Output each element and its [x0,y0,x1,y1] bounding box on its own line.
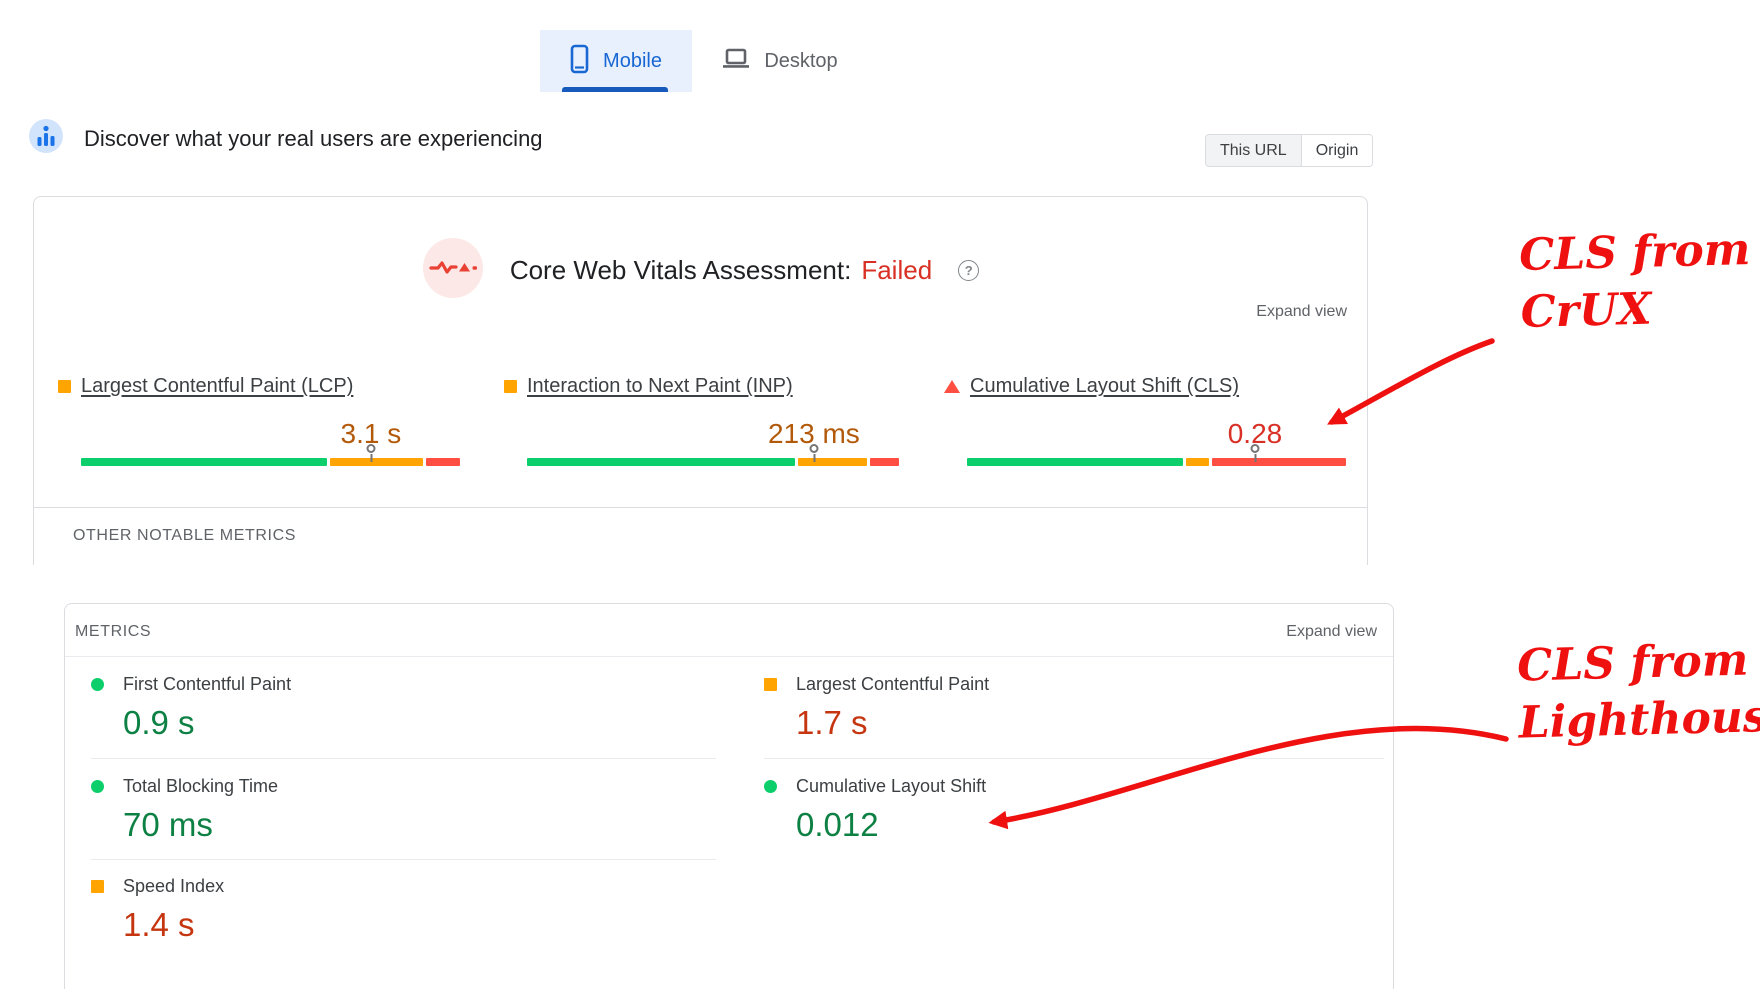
lab-left-divider-1 [91,758,716,759]
lab-row-tbt: Total Blocking Time 70 ms [91,776,278,844]
inp-link[interactable]: Interaction to Next Paint (INP) [527,375,793,397]
lcp-bullet [58,380,71,393]
inp-bar-good [527,458,795,466]
cls-marker-pin [1250,444,1260,462]
annotation-lighthouse-line1: CLS from [1516,634,1749,692]
lab-cls-value: 0.012 [796,806,879,843]
real-users-icon [28,118,64,159]
annotation-crux-line2: CrUX [1520,283,1653,339]
mobile-phone-icon [570,44,589,79]
cwv-metric-inp: Interaction to Next Paint (INP) 213 ms [504,375,904,466]
inp-bullet [504,380,517,393]
cls-bar-average [1185,458,1209,466]
cwv-assessment-status: Failed [861,255,933,285]
lab-cls-bullet [764,780,777,793]
annotation-cls-from-lighthouse: CLS from Lighthouse [1517,630,1760,751]
inp-value: 213 ms [767,418,860,449]
lab-row-lcp: Largest Contentful Paint 1.7 s [764,674,989,742]
lcp-distribution-bar: 3.1 s [81,418,466,466]
lcp-bar-average [330,458,423,466]
lab-lcp-label: Largest Contentful Paint [796,674,990,694]
cwv-metric-cls: Cumulative Layout Shift (CLS) 0.28 [944,375,1352,466]
expand-view-lab[interactable]: Expand view [1286,623,1377,640]
lab-lcp-value: 1.7 s [796,704,868,741]
inp-bar-poor [870,458,899,466]
discover-title: Discover what your real users are experi… [84,125,543,151]
lab-row-fcp: First Contentful Paint 0.9 s [91,674,291,742]
discover-row: Discover what your real users are experi… [28,118,543,159]
lab-left-divider-2 [91,859,716,860]
tbt-value: 70 ms [123,806,213,843]
cls-bullet [944,380,960,393]
speed-index-bullet [91,880,104,893]
speed-index-label: Speed Index [123,876,225,896]
inp-distribution-bar: 213 ms [527,418,904,466]
lcp-value: 3.1 s [340,418,402,449]
cls-link[interactable]: Cumulative Layout Shift (CLS) [970,375,1240,397]
lab-metrics-card: METRICS Expand view First Contentful Pai… [64,603,1394,989]
inp-bar-average [797,458,868,466]
cls-bar-good [967,458,1183,466]
speed-index-value: 1.4 s [123,906,195,943]
annotation-crux-line1: CLS from [1518,223,1751,282]
lcp-link[interactable]: Largest Contentful Paint (LCP) [81,375,354,397]
pulse-icon [422,237,484,304]
help-icon[interactable]: ? [958,260,980,281]
tab-mobile[interactable]: Mobile [540,30,692,92]
cls-value: 0.28 [1227,418,1283,449]
cls-distribution-bar: 0.28 [967,418,1352,466]
metrics-header-label: METRICS [75,623,152,640]
lab-lcp-bullet [764,678,777,691]
core-web-vitals-card: Core Web Vitals Assessment: Failed ? Exp… [33,196,1368,565]
cls-bar-poor [1211,458,1347,466]
lcp-bar-good [81,458,328,466]
tbt-bullet [91,780,104,793]
annotation-cls-from-crux: CLS from CrUX [1519,221,1753,341]
url-scope-toggle: This URL Origin [1205,134,1374,167]
tbt-label: Total Blocking Time [123,776,279,796]
lcp-marker-pin [366,444,376,462]
tab-desktop[interactable]: Desktop [700,30,860,92]
other-notable-metrics-label: OTHER NOTABLE METRICS [73,527,296,544]
cwv-metric-lcp: Largest Contentful Paint (LCP) 3.1 s [58,375,466,466]
fcp-bullet [91,678,104,691]
lab-row-cls: Cumulative Layout Shift 0.012 [764,776,986,844]
tab-desktop-label: Desktop [764,49,838,72]
cwv-assessment-header: Core Web Vitals Assessment: Failed ? [34,237,1367,304]
fcp-label: First Contentful Paint [123,674,292,694]
toggle-this-url[interactable]: This URL [1206,135,1302,166]
lab-cls-label: Cumulative Layout Shift [796,776,987,796]
active-tab-underline [562,87,668,92]
cwv-assessment-title: Core Web Vitals Assessment: [509,255,852,285]
inp-marker-pin [809,444,819,462]
desktop-laptop-icon [722,48,750,75]
expand-view-cwv[interactable]: Expand view [1256,303,1347,320]
lab-row-speed-index: Speed Index 1.4 s [91,876,224,944]
tab-mobile-label: Mobile [603,49,662,72]
fcp-value: 0.9 s [123,704,195,741]
lcp-bar-poor [425,458,461,466]
toggle-origin[interactable]: Origin [1301,135,1373,166]
lab-header-divider [65,656,1393,657]
annotation-lighthouse-line2: Lighthouse [1518,690,1760,749]
lab-right-divider-1 [764,758,1384,759]
cwv-card-divider [34,507,1367,508]
